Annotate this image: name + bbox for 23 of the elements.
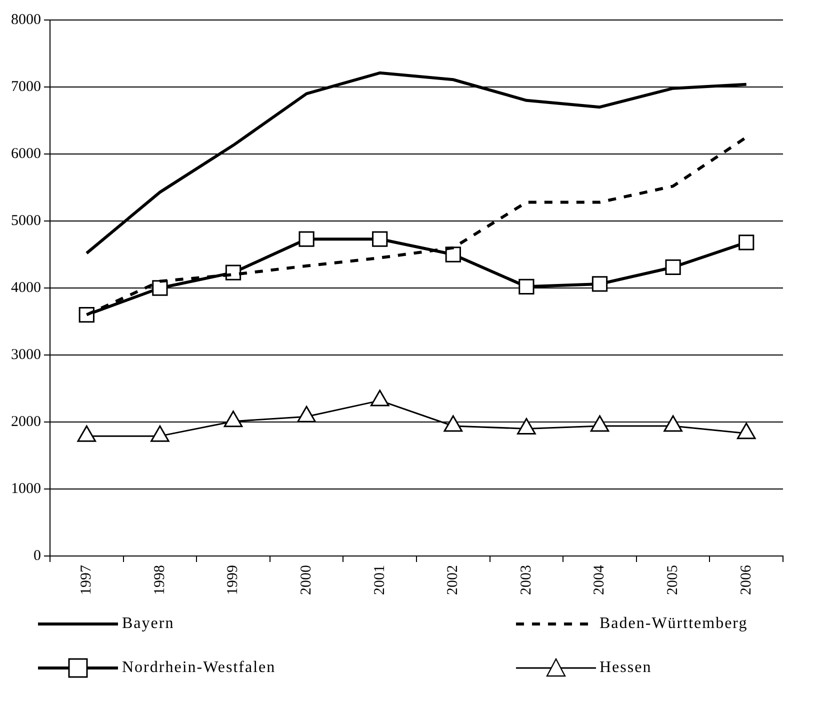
- y-tick-label: 6000: [11, 146, 41, 162]
- x-tick-label: 2001: [372, 565, 388, 595]
- x-tick-label: 2000: [298, 565, 314, 595]
- legend-label: Baden-Württemberg: [600, 615, 748, 633]
- y-tick-label: 2000: [11, 414, 41, 430]
- legend-label: Nordrhein-Westfalen: [122, 659, 276, 677]
- x-tick-label: 2004: [592, 564, 608, 595]
- x-tick-label: 1998: [152, 565, 168, 595]
- x-tick-label: 2002: [445, 565, 462, 595]
- y-tick-label: 7000: [11, 78, 41, 95]
- y-tick-label: 5000: [11, 212, 41, 229]
- y-tick-label: 0: [34, 548, 41, 564]
- x-tick-label: 2003: [518, 565, 534, 595]
- x-tick-label: 1997: [78, 564, 95, 595]
- legend-label: Hessen: [600, 659, 652, 677]
- legend-label: Bayern: [122, 615, 174, 633]
- y-tick-label: 4000: [11, 280, 41, 296]
- x-tick-label: 1999: [225, 565, 242, 595]
- y-tick-label: 8000: [11, 12, 41, 28]
- x-tick-label: 2005: [664, 565, 681, 595]
- x-tick-label: 2006: [738, 564, 754, 595]
- y-tick-label: 1000: [11, 480, 41, 497]
- y-tick-label: 3000: [11, 346, 41, 363]
